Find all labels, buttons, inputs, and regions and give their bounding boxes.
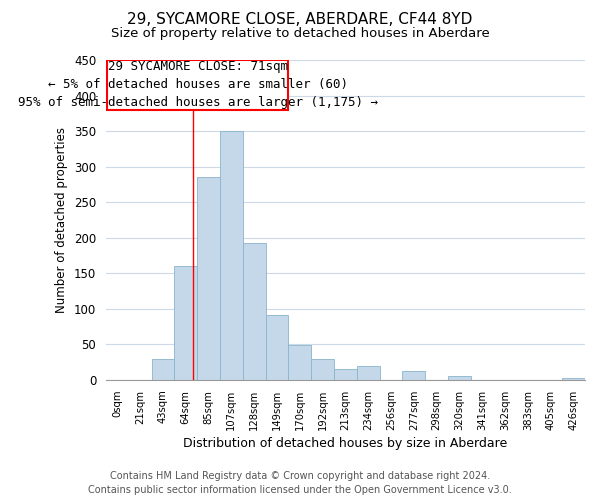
Bar	[357, 366, 380, 380]
Bar	[311, 358, 334, 380]
Bar	[266, 316, 289, 380]
Bar	[152, 358, 175, 380]
Text: 29, SYCAMORE CLOSE, ABERDARE, CF44 8YD: 29, SYCAMORE CLOSE, ABERDARE, CF44 8YD	[127, 12, 473, 28]
Bar	[197, 178, 220, 380]
Text: Size of property relative to detached houses in Aberdare: Size of property relative to detached ho…	[110, 28, 490, 40]
Bar	[562, 378, 585, 380]
Bar	[220, 131, 243, 380]
Bar	[175, 266, 197, 380]
Bar	[243, 244, 266, 380]
Bar	[334, 370, 357, 380]
FancyBboxPatch shape	[107, 60, 289, 110]
X-axis label: Distribution of detached houses by size in Aberdare: Distribution of detached houses by size …	[184, 437, 508, 450]
Bar	[448, 376, 471, 380]
Bar	[289, 345, 311, 380]
Text: Contains HM Land Registry data © Crown copyright and database right 2024.
Contai: Contains HM Land Registry data © Crown c…	[88, 471, 512, 495]
Bar	[403, 372, 425, 380]
Y-axis label: Number of detached properties: Number of detached properties	[55, 127, 68, 313]
Text: 29 SYCAMORE CLOSE: 71sqm
← 5% of detached houses are smaller (60)
95% of semi-de: 29 SYCAMORE CLOSE: 71sqm ← 5% of detache…	[18, 60, 378, 110]
